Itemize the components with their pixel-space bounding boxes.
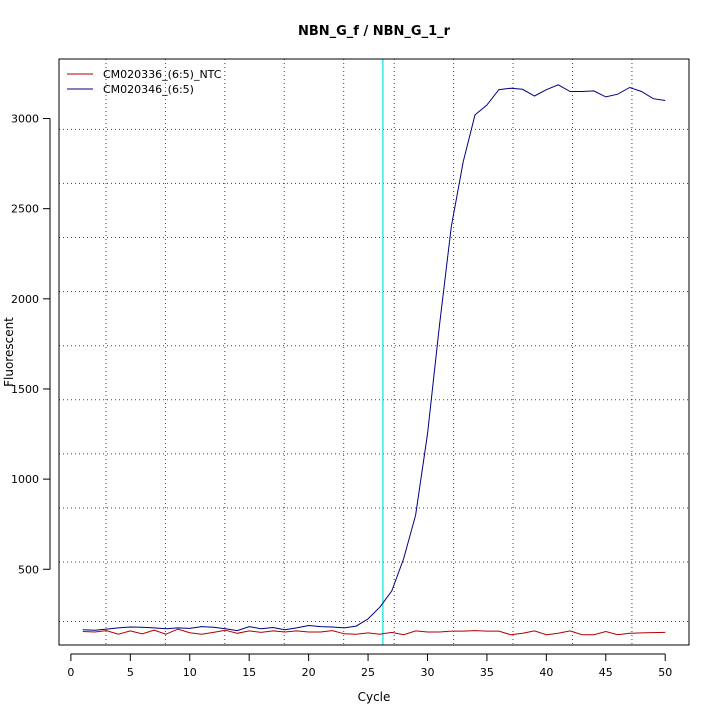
y-tick-label: 500 — [18, 563, 39, 576]
series-line-1 — [82, 628, 666, 636]
x-tick-label: 45 — [599, 666, 613, 679]
series-lines — [82, 84, 666, 636]
x-tick-label: 15 — [242, 666, 256, 679]
x-tick-label: 50 — [658, 666, 672, 679]
plot-frame — [58, 58, 690, 646]
legend: CM020336_(6:5)_NTC CM020346_(6:5) — [67, 68, 222, 96]
x-tick-label: 30 — [420, 666, 434, 679]
x-tick-label: 0 — [67, 666, 74, 679]
grid-lines — [59, 59, 689, 645]
x-tick-label: 5 — [127, 666, 134, 679]
x-tick-label: 35 — [480, 666, 494, 679]
y-tick-label: 1000 — [11, 473, 39, 486]
x-tick-label: 10 — [183, 666, 197, 679]
chart-title: NBN_G_f / NBN_G_1_r — [298, 24, 451, 39]
legend-label-1: CM020336_(6:5)_NTC — [103, 68, 222, 81]
x-axis-label: Cycle — [358, 690, 391, 704]
series-line-2 — [82, 84, 666, 632]
y-tick-label: 2000 — [11, 293, 39, 306]
y-tick-label: 3000 — [11, 113, 39, 126]
legend-label-2: CM020346_(6:5) — [103, 83, 194, 96]
y-axis-label: Fluorescent — [2, 317, 16, 387]
x-tick-label: 20 — [302, 666, 316, 679]
x-tick-label: 25 — [361, 666, 375, 679]
y-tick-label: 2500 — [11, 203, 39, 216]
x-tick-label: 40 — [539, 666, 553, 679]
x-axis: 0 5 10 15 20 25 30 35 40 45 50 — [67, 653, 672, 679]
y-axis: 500 1000 1500 2000 2500 3000 — [11, 113, 51, 576]
y-tick-label: 1500 — [11, 383, 39, 396]
